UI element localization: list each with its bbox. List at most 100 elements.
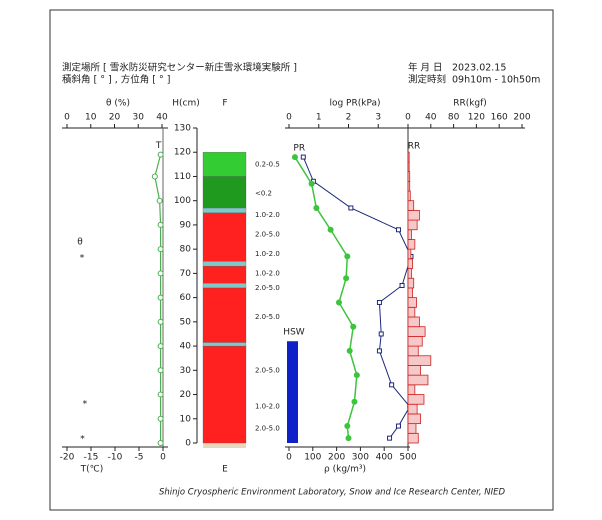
rr-bar (407, 239, 416, 250)
rr-bar (407, 374, 429, 386)
x-tick-label: 0 (286, 113, 292, 123)
x-tick-label: 0 (160, 453, 166, 463)
x-tick-label: 200 (513, 113, 530, 123)
rr-bar (407, 258, 413, 269)
temperature-point (157, 318, 164, 325)
rr-bar (407, 432, 419, 444)
x-tick-label: 100 (304, 453, 321, 463)
temperature-point (157, 367, 164, 374)
temperature-point (157, 415, 164, 422)
y-tick-label: 70 (180, 269, 192, 279)
y-tick-label: 30 (180, 366, 192, 376)
temperature-point (157, 270, 164, 277)
rr-bar (407, 277, 415, 289)
temperature-point (157, 440, 164, 446)
hsw-label: HSW (283, 328, 304, 338)
axis-title: θ (%) (106, 99, 130, 109)
pr-point (389, 382, 395, 388)
temperature-point (156, 197, 163, 204)
x-tick-label: 80 (448, 113, 460, 123)
temperature-point (151, 173, 158, 180)
axis-title: log PR(kPa) (329, 99, 380, 109)
density-point (335, 299, 342, 306)
density-point (345, 435, 352, 442)
y-tick-label: 50 (180, 317, 192, 327)
y-tick-label: 90 (180, 220, 192, 230)
x-tick-label: 0 (405, 113, 411, 123)
y-tick-label: 60 (180, 293, 192, 303)
y-tick-label: 10 (180, 414, 192, 424)
rr-bar (407, 268, 412, 279)
rr-bar (407, 345, 419, 357)
x-tick-label: 120 (468, 113, 485, 123)
temperature-point (157, 221, 164, 228)
axis-title: ρ (kg/m³) (324, 465, 366, 475)
snow-layer (202, 212, 247, 262)
x-tick-label: -10 (108, 453, 123, 463)
y-tick-label: 120 (174, 148, 191, 158)
x-tick-label: -5 (135, 453, 144, 463)
x-tick-label: 40 (425, 113, 437, 123)
rr-bar (407, 326, 426, 337)
x-tick-label: 2 (346, 113, 352, 123)
rr-bar (407, 413, 421, 425)
footer: Shinjo Cryospheric Environment Laborator… (159, 488, 506, 498)
pr-point (378, 331, 384, 337)
x-tick-label: -15 (84, 453, 99, 463)
y-tick-label: 20 (180, 390, 192, 400)
axis-title: F (222, 99, 227, 109)
grain-size-label: 2.0-5.0 (255, 313, 280, 321)
snow-layer (202, 287, 247, 343)
grain-size-label: 0.2-0.5 (255, 160, 280, 168)
location: 測定場所 [ 雪氷防災研究センター新庄雪氷環境実験所 ] (62, 62, 297, 74)
pr-point (399, 283, 405, 288)
snow-layer (202, 176, 247, 209)
snow-layer (202, 342, 247, 347)
grain-size-label: 2.0-5.0 (255, 284, 280, 292)
grain-size-label: 2.0-5.0 (255, 424, 280, 432)
y-tick-label: 130 (174, 124, 191, 134)
pr-point (300, 154, 306, 160)
density-point (346, 347, 353, 354)
y-tick-label: 100 (174, 196, 191, 206)
axis-title: T(℃) (80, 465, 104, 475)
x-tick-label: 0 (64, 113, 70, 123)
rr-bar (407, 200, 415, 211)
series-label: T (155, 141, 162, 151)
snow-layer (202, 261, 247, 267)
axis-title: H(cm) (172, 99, 200, 109)
density-point (313, 204, 320, 211)
x-tick-label: -20 (60, 453, 75, 463)
x-tick-label: 160 (491, 113, 508, 123)
theta-point: * (80, 434, 85, 444)
date: 2023.02.15 (452, 63, 506, 74)
snow-layer (202, 207, 247, 213)
ground (203, 443, 246, 448)
rr-bar (407, 403, 418, 415)
rr-bar (407, 306, 416, 318)
rr-bar (407, 229, 412, 240)
density-point (353, 372, 360, 379)
grain-size-label: 2.0-5.0 (255, 231, 280, 239)
date-label: 年 月 日 (408, 62, 443, 74)
y-tick-label: 110 (174, 172, 191, 182)
snow-layer (202, 282, 247, 289)
rr-bar (407, 190, 411, 202)
pr-point (348, 205, 354, 211)
density-point (308, 180, 315, 187)
rr-bar (407, 394, 425, 405)
rr-bar (407, 287, 413, 299)
rr-bar (407, 151, 410, 163)
pr-point (387, 435, 393, 441)
density-point (327, 226, 334, 233)
y-tick-label: 80 (180, 245, 192, 255)
rr-bar (407, 423, 417, 434)
rr-bar (407, 316, 420, 328)
axis-title: RR(kgf) (453, 99, 487, 109)
pr-point (376, 348, 382, 354)
grain-size-label: 1.0-2.0 (255, 403, 280, 411)
y-tick-label: 0 (185, 439, 191, 449)
series-label: RR (408, 142, 421, 152)
temperature-point (157, 343, 164, 350)
time-label: 測定時刻 (408, 74, 446, 86)
